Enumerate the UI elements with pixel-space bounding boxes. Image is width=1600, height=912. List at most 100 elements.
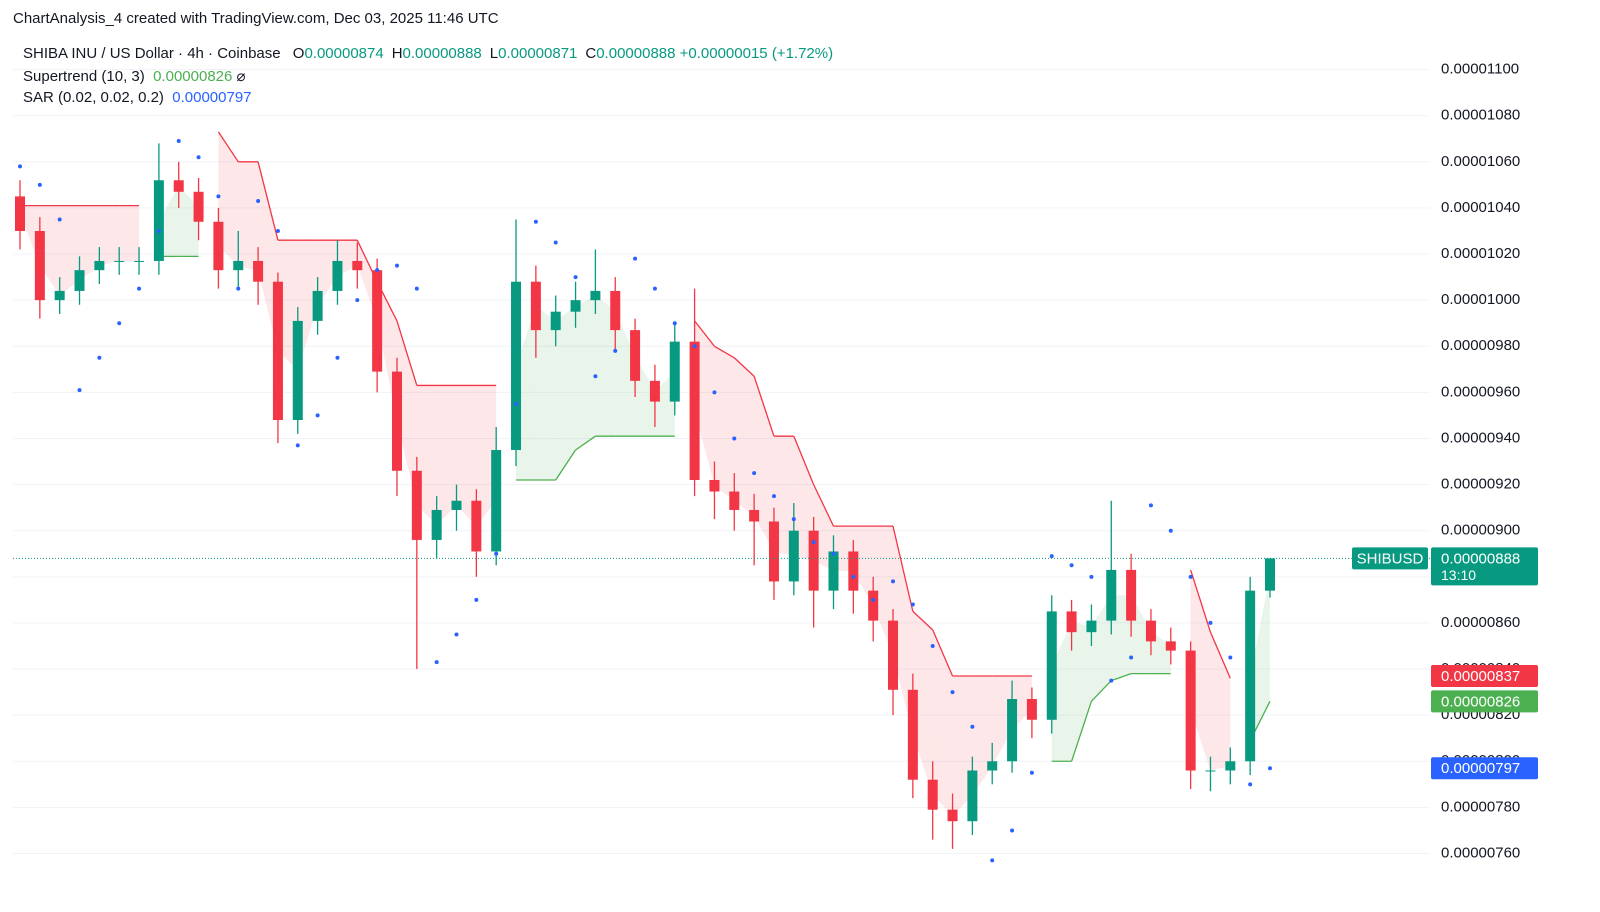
- change: +0.00000015 (+1.72%): [679, 45, 834, 62]
- ohlc-key: C: [585, 45, 597, 62]
- sar-dot: [553, 240, 558, 245]
- candle-body: [213, 221, 224, 271]
- candle-body: [729, 491, 740, 510]
- supertrend-fill: [39, 205, 60, 296]
- indicator-name: Supertrend (10, 3): [23, 68, 145, 85]
- candle-body: [411, 470, 422, 540]
- supertrend-line: [733, 357, 755, 377]
- sar-dot: [1109, 678, 1114, 683]
- sar-dot: [375, 268, 380, 273]
- candle-body: [153, 180, 164, 261]
- y-tick-label: 0.00001040: [1441, 199, 1520, 216]
- sar-dot: [494, 551, 499, 556]
- sar-dot: [256, 199, 261, 204]
- supertrend-line: [217, 131, 239, 163]
- supertrend-fill: [555, 305, 576, 480]
- sar-dot: [791, 517, 796, 522]
- sar-dot: [137, 286, 142, 291]
- sar-dot: [851, 574, 856, 579]
- sar-dot: [474, 597, 479, 602]
- ohlc-key: L: [489, 45, 499, 62]
- candle-body: [768, 521, 779, 582]
- y-tick-label: 0.00000760: [1441, 844, 1520, 861]
- candle-body: [1066, 611, 1077, 633]
- supertrend-fill: [615, 310, 636, 437]
- legend-supertrend: Supertrend (10, 3) 0.00000826 ⌀: [23, 67, 246, 85]
- candle-body: [808, 530, 819, 591]
- y-tick-label: 0.00000920: [1441, 476, 1520, 493]
- supertrend-fill: [1071, 621, 1092, 762]
- supertrend-fill: [793, 436, 814, 561]
- price-badge-label: 0.00000826: [1441, 693, 1520, 710]
- sar-dot: [752, 471, 757, 476]
- supertrend-fill: [893, 526, 913, 735]
- supertrend-fill: [1210, 632, 1231, 771]
- price-badge: [1431, 547, 1538, 586]
- candle-body: [1185, 650, 1196, 771]
- symbol: SHIBA INU / US Dollar · 4h · Coinbase: [23, 45, 281, 62]
- sar-dot: [672, 321, 677, 326]
- candle-body: [134, 260, 145, 262]
- ohlc-key: H: [391, 45, 403, 62]
- sar-dot: [97, 355, 102, 360]
- sar-dot: [1049, 554, 1054, 559]
- supertrend-fill: [734, 357, 755, 516]
- sar-dot: [1029, 770, 1034, 775]
- supertrend-fill: [575, 295, 596, 451]
- sar-dot: [57, 217, 62, 222]
- supertrend-fill: [754, 376, 774, 552]
- candle-body: [312, 290, 323, 321]
- symbol-badge-label: SHIBUSD: [1357, 550, 1424, 567]
- sar-dot: [1129, 655, 1134, 660]
- supertrend-line: [932, 629, 954, 677]
- candle-body: [630, 330, 641, 381]
- price-badge-label: 0.00000837: [1441, 668, 1520, 685]
- candle-body: [431, 509, 442, 540]
- sar-dot: [1010, 828, 1015, 833]
- icon[interactable]: ⌀: [236, 68, 246, 85]
- sar-dot: [1168, 528, 1173, 533]
- y-tick-label: 0.00000860: [1441, 614, 1520, 631]
- candle-body: [1225, 761, 1236, 771]
- sar-dot: [1148, 503, 1153, 508]
- sar-dot: [891, 579, 896, 584]
- y-tick-label: 0.00000940: [1441, 429, 1520, 446]
- candle-body: [1145, 620, 1156, 642]
- supertrend-fill: [238, 161, 259, 272]
- sar-dot: [355, 298, 360, 303]
- sar-dot: [1089, 574, 1094, 579]
- price-badge: [1431, 757, 1538, 780]
- candle-body: [1046, 611, 1057, 720]
- sar-dot: [275, 228, 280, 233]
- sar-dot: [1228, 655, 1233, 660]
- candle-body: [1205, 770, 1216, 772]
- supertrend-line: [813, 484, 835, 527]
- ohlc-value: 0.00000888: [596, 45, 676, 62]
- candle-body: [391, 371, 402, 471]
- price-badge: [1431, 690, 1538, 713]
- sar-dot: [1208, 620, 1213, 625]
- candle-body: [590, 290, 601, 301]
- supertrend-line: [753, 376, 775, 437]
- candle-body: [868, 590, 879, 621]
- candle-body: [1007, 699, 1018, 762]
- supertrend-line: [575, 435, 596, 451]
- candle-body: [649, 380, 660, 402]
- sar-dot: [1069, 563, 1074, 568]
- sar-dot: [533, 219, 538, 224]
- supertrend-line: [555, 449, 577, 481]
- candle-body: [372, 270, 383, 372]
- ohlc-value: 0.00000871: [498, 45, 578, 62]
- supertrend-fill: [932, 629, 953, 816]
- sar-dot: [831, 551, 836, 556]
- watermark-title: ChartAnalysis_4 created with TradingView…: [13, 10, 499, 27]
- sar-dot: [910, 602, 915, 607]
- candle-body: [570, 300, 581, 312]
- candle-body: [1026, 699, 1037, 720]
- sar-dot: [414, 286, 419, 291]
- sar-dot: [950, 690, 955, 695]
- candle-body: [1165, 641, 1176, 651]
- supertrend-line: [694, 320, 715, 347]
- price-badge-label: 0.00000797: [1441, 760, 1520, 777]
